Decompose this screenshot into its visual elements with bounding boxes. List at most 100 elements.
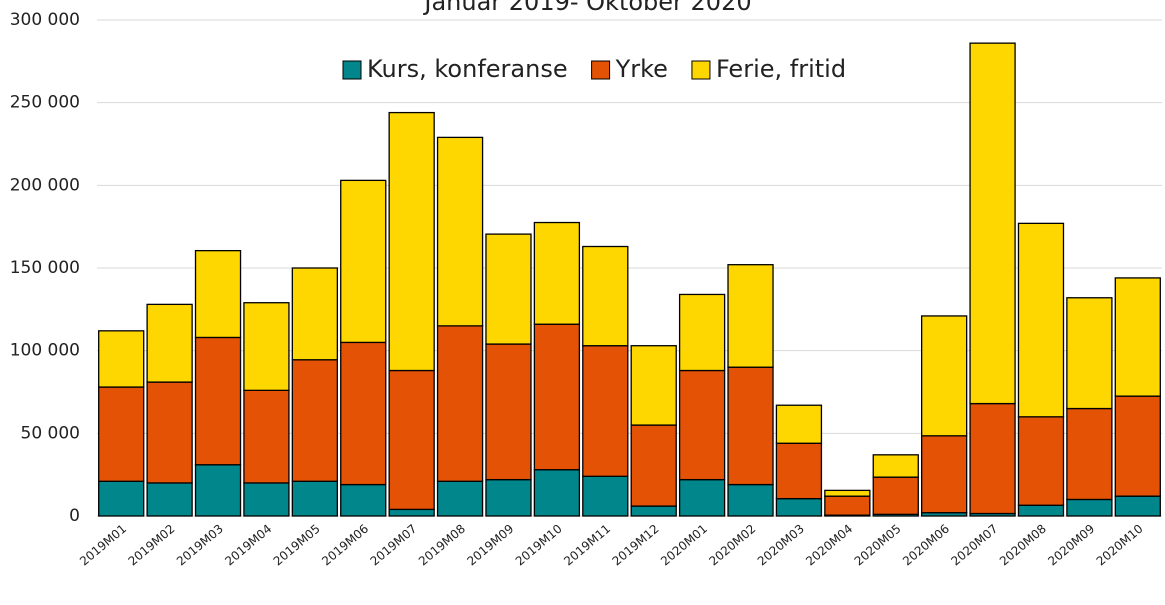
bar [775, 404, 823, 444]
bar [243, 302, 290, 391]
x-tick-label: 2020M05 [852, 522, 904, 569]
bar [727, 366, 774, 486]
bar [388, 508, 435, 517]
bar [194, 249, 242, 339]
x-tick-label: 2019M11 [561, 522, 613, 569]
x-tick-label: 2020M04 [803, 522, 855, 569]
bar [291, 359, 339, 482]
x-tick-label: 2019M12 [610, 522, 662, 569]
bar [194, 464, 242, 517]
bar [824, 495, 871, 516]
legend: Kurs, konferanse Yrke Ferie, fritid [342, 55, 846, 83]
bar [436, 480, 484, 517]
y-tick-label: 0 [69, 506, 80, 526]
x-tick-label: 2019M06 [319, 522, 371, 569]
bar [98, 480, 145, 517]
bar [775, 442, 823, 500]
bar [969, 402, 1016, 515]
y-tick-label: 250 000 [10, 93, 80, 113]
bar [727, 483, 774, 517]
bar [243, 482, 290, 517]
bar [533, 323, 581, 471]
bar [775, 497, 823, 517]
x-tick-label: 2019M07 [368, 522, 420, 569]
bar [630, 424, 677, 507]
x-tick-label: 2019M05 [271, 522, 323, 569]
bar [920, 315, 968, 437]
bar [436, 325, 484, 482]
bar [340, 341, 387, 486]
x-tick-label: 2019M03 [174, 522, 226, 569]
bar [824, 489, 871, 497]
bar [1066, 498, 1113, 517]
x-tick-label: 2019M08 [416, 522, 468, 569]
bar [920, 435, 968, 514]
x-tick-label: 2019M04 [222, 522, 274, 569]
x-tick-label: 2019M01 [77, 522, 129, 569]
bar [146, 303, 193, 383]
bar [388, 369, 435, 511]
x-tick-label: 2019M02 [126, 522, 178, 569]
legend-swatch [342, 60, 362, 80]
bar [969, 42, 1016, 405]
legend-label: Yrke [615, 55, 668, 83]
bar [678, 478, 726, 517]
x-tick-label: 2020M10 [1094, 522, 1146, 569]
y-tick-label: 150 000 [10, 258, 80, 278]
bar [98, 386, 145, 482]
bar [194, 336, 242, 466]
legend-swatch [591, 60, 611, 80]
bar [630, 505, 677, 517]
bar [582, 475, 629, 517]
bar [1114, 495, 1161, 517]
y-tick-label: 100 000 [10, 341, 80, 361]
bar [146, 381, 193, 484]
y-tick-label: 50 000 [21, 423, 80, 443]
x-tick-label: 2020M02 [706, 522, 758, 569]
y-tick-label: 200 000 [10, 175, 80, 195]
x-tick-label: 2020M07 [948, 522, 1000, 569]
bar [582, 245, 629, 347]
x-tick-label: 2020M01 [658, 522, 710, 569]
bar [1017, 416, 1065, 506]
bar [485, 343, 532, 481]
bar [872, 476, 919, 515]
bar [146, 482, 193, 517]
x-tick-label: 2020M03 [755, 522, 807, 569]
legend-label: Kurs, konferanse [367, 55, 568, 83]
bar [436, 136, 484, 327]
bar [1017, 222, 1065, 418]
bar [533, 221, 581, 325]
legend-swatch [691, 60, 711, 80]
bar [340, 483, 387, 517]
x-tick-label: 2020M08 [997, 522, 1049, 569]
bar [291, 267, 339, 361]
chart-title: Januar 2019- Oktober 2020 [422, 0, 751, 16]
bar [485, 478, 532, 517]
bar [1114, 277, 1161, 397]
bar [630, 345, 677, 426]
bar [388, 111, 435, 372]
bar [872, 454, 919, 478]
x-tick-label: 2020M06 [900, 522, 952, 569]
bar [291, 480, 339, 517]
x-tick-label: 2020M09 [1045, 522, 1097, 569]
bar [582, 345, 629, 477]
bar [1017, 504, 1065, 517]
bar [98, 330, 145, 388]
bar [1066, 297, 1113, 410]
x-tick-label: 2019M09 [464, 522, 516, 569]
bar [533, 469, 581, 517]
bar [678, 293, 726, 372]
bar [485, 233, 532, 345]
legend-label: Ferie, fritid [716, 55, 846, 83]
bar [1114, 395, 1161, 497]
bar [340, 179, 387, 344]
y-tick-label: 300 000 [10, 10, 80, 30]
bar [678, 369, 726, 481]
x-tick-label: 2019M10 [513, 522, 565, 569]
bar [727, 264, 774, 368]
bar [1066, 407, 1113, 501]
bar [243, 389, 290, 484]
